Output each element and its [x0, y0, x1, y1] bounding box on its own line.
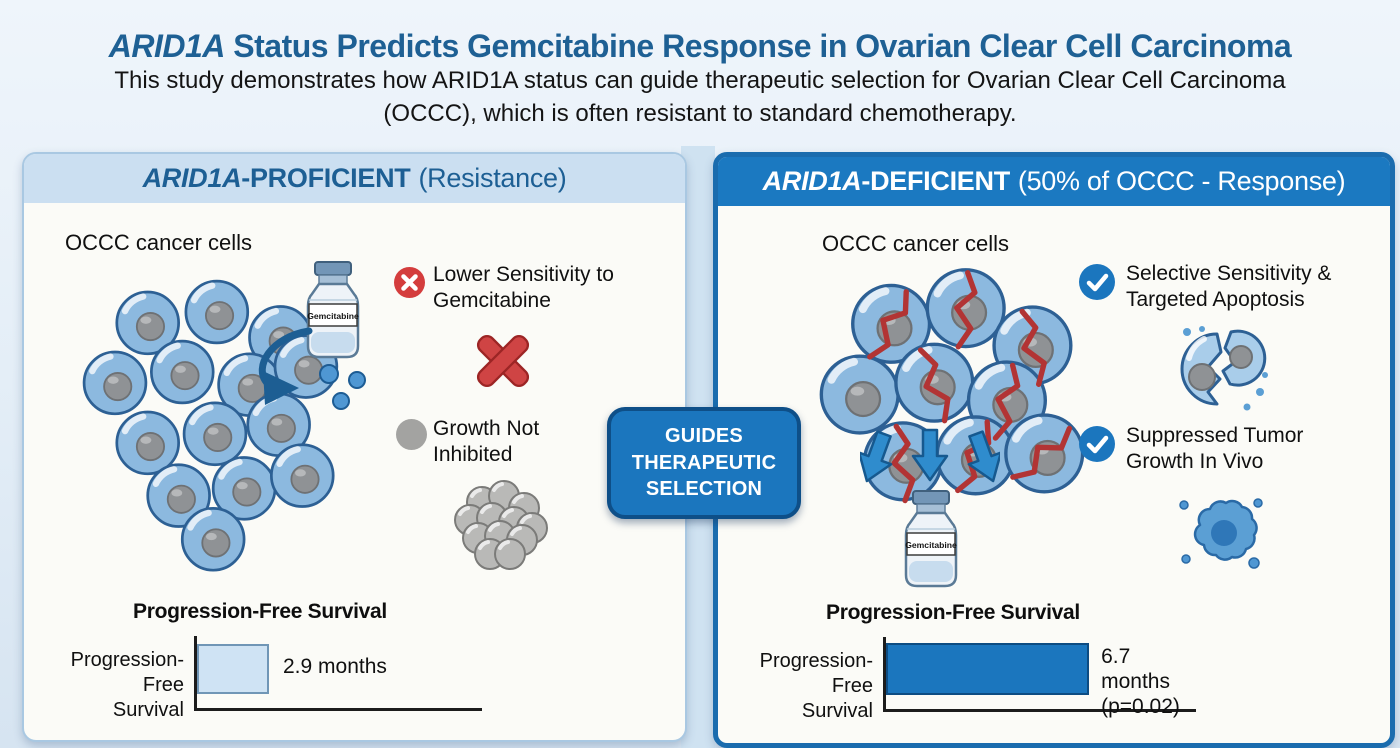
gemcitabine-vial-icon: Gemcitabine	[904, 490, 958, 588]
guides-therapeutic-selection-box: GUIDES THERAPEUTIC SELECTION	[607, 407, 801, 519]
header-gene-name: ARID1A	[762, 166, 862, 196]
chart-title: Progression-Free Survival	[133, 600, 387, 623]
x-circle-icon	[394, 267, 425, 298]
point-growth-not-inhibited: Growth Not Inhibited	[433, 417, 540, 467]
page-title: ARID1A Status Predicts Gemcitabine Respo…	[0, 28, 1400, 65]
check-circle-icon	[1079, 264, 1115, 300]
chart-plot-area: 6.7 months (p=0.02)	[883, 637, 1196, 718]
gray-cell-cluster-icon	[453, 479, 548, 571]
vial-label: Gemcitabine	[905, 540, 957, 550]
chart-title: Progression-Free Survival	[826, 601, 1080, 624]
curved-arrow-icon	[258, 327, 313, 405]
down-arrows-icon	[860, 426, 1000, 489]
guide-line-2: THERAPEUTIC	[631, 451, 777, 474]
guide-line-3: SELECTION	[645, 478, 763, 501]
occc-cells-label: OCCC cancer cells	[65, 230, 253, 255]
chart-plot-area: 2.9 months	[194, 636, 482, 711]
gray-circle-icon	[396, 419, 427, 450]
header-note: (Resistance)	[418, 163, 567, 193]
pfs-bar	[886, 643, 1090, 695]
header-gene-name: ARID1A	[142, 163, 242, 193]
panel-arid1a-proficient: ARID1A -PROFICIENT (Resistance) OCCC cance…	[22, 152, 687, 742]
point-lower-sensitivity: Lower Sensitivity to Gemcitabine	[433, 263, 614, 313]
occc-cells-label: OCCC cancer cells	[822, 231, 1010, 256]
chart-y-label: Progression-Free Survival	[759, 650, 873, 722]
pfs-chart-proficient: Progression-Free Survival Progression-Fr…	[42, 600, 492, 723]
title-gene-name: ARID1A	[108, 28, 226, 65]
pfs-value-label: 2.9 months	[283, 655, 387, 678]
gemcitabine-vial-icon: Gemcitabine	[306, 261, 360, 359]
check-circle-icon	[1079, 426, 1115, 462]
point-suppressed-growth: Suppressed Tumor Growth In Vivo	[1126, 424, 1304, 474]
title-rest: Status Predicts Gemcitabine Response in …	[224, 28, 1292, 65]
panel-arid1a-deficient: ARID1A -DEFICIENT (50% of OCCC - Response)…	[713, 152, 1395, 748]
chart-y-label: Progression-Free Survival	[70, 649, 184, 721]
header-status: -PROFICIENT	[241, 163, 411, 193]
shrunken-tumor-icon	[1179, 498, 1263, 569]
vial-label: Gemcitabine	[307, 311, 359, 321]
header-note: (50% of OCCC - Response)	[1017, 166, 1346, 196]
panel-left-header: ARID1A -PROFICIENT (Resistance)	[24, 154, 685, 203]
guide-line-1: GUIDES	[665, 425, 743, 448]
apoptosis-cell-icon	[1180, 326, 1268, 411]
panel-right-header: ARID1A -DEFICIENT (50% of OCCC - Response)	[718, 157, 1390, 206]
header-status: -DEFICIENT	[861, 166, 1010, 196]
pfs-bar	[197, 644, 269, 694]
pfs-chart-deficient: Progression-Free Survival Progression-Fr…	[723, 601, 1213, 724]
pfs-value-label: 6.7 months (p=0.02)	[1101, 645, 1180, 719]
subtitle: This study demonstrates how ARID1A statu…	[114, 67, 1286, 128]
point-selective-sensitivity: Selective Sensitivity & Targeted Apoptos…	[1126, 262, 1332, 312]
big-x-icon	[476, 334, 530, 388]
chart-body: Progression-Free Survival 6.7 months (p=…	[723, 637, 1213, 724]
drug-dots-icon	[319, 364, 366, 410]
chart-body: Progression-Free Survival 2.9 months	[42, 636, 492, 723]
